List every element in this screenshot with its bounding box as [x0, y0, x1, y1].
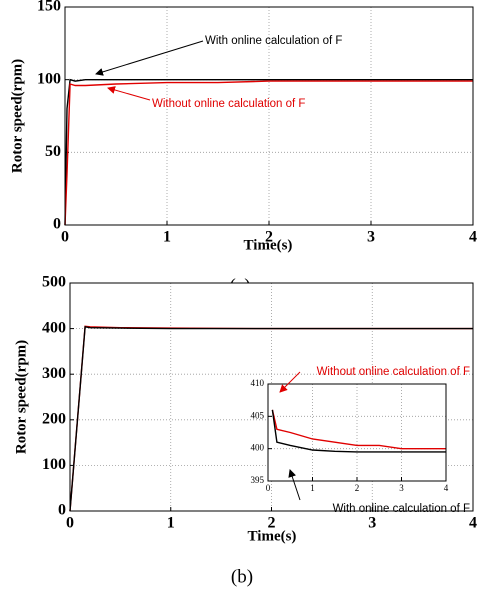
- y-axis-label: Rotor speed(rpm): [9, 59, 25, 173]
- x-tick-label: 0: [266, 483, 271, 493]
- axes-box: [64, 6, 474, 226]
- x-axis-label: Time(s): [248, 528, 297, 544]
- x-tick-label: 1: [310, 483, 315, 493]
- x-tick-label: 2: [265, 229, 273, 246]
- x-tick-label: 0: [66, 515, 74, 532]
- y-tick-label: 400: [251, 443, 265, 453]
- y-tick-label: 0: [58, 502, 66, 519]
- y-tick-label: 50: [45, 143, 61, 160]
- y-tick-label: 0: [53, 216, 61, 233]
- y-tick-label: 400: [42, 319, 66, 336]
- y-tick-label: 100: [42, 456, 66, 473]
- axes-box: [69, 282, 474, 512]
- annotation: Without online calculation of F: [317, 366, 470, 378]
- x-tick-label: 1: [163, 229, 171, 246]
- x-tick-label: 3: [367, 229, 375, 246]
- y-tick-label: 300: [42, 365, 66, 382]
- annotation-arrow: [107, 86, 151, 101]
- series-line: [64, 80, 473, 226]
- series-line: [64, 78, 473, 226]
- annotation-arrow: [95, 40, 204, 76]
- x-tick-label: 4: [444, 483, 449, 493]
- caption: (b): [231, 566, 253, 587]
- y-tick-label: 100: [37, 70, 61, 87]
- annotation: With online calculation of F: [205, 35, 342, 47]
- y-tick-label: 395: [251, 475, 265, 485]
- x-tick-label: 0: [61, 229, 69, 246]
- x-tick-label: 2: [268, 515, 276, 532]
- x-tick-label: 4: [469, 515, 477, 532]
- x-tick-label: 4: [469, 229, 477, 246]
- series-line: [271, 409, 446, 453]
- annotation: Without online calculation of F: [152, 98, 305, 110]
- annotation-arrow: [288, 469, 301, 501]
- y-tick-label: 410: [251, 378, 265, 388]
- series-line: [69, 325, 473, 512]
- y-tick-label: 200: [42, 410, 66, 427]
- annotation: With online calculation of F: [333, 503, 470, 515]
- x-tick-label: 1: [167, 515, 175, 532]
- y-tick-label: 500: [42, 274, 66, 291]
- x-tick-label: 2: [355, 483, 360, 493]
- x-axis-label: Time(s): [244, 237, 293, 253]
- series-line: [271, 409, 446, 450]
- x-tick-label: 3: [399, 483, 404, 493]
- annotation-arrow: [279, 371, 301, 393]
- axes-box: [267, 383, 447, 482]
- y-axis-label: Rotor speed(rpm): [13, 340, 29, 454]
- y-tick-label: 150: [37, 0, 61, 15]
- x-tick-label: 3: [368, 515, 376, 532]
- y-tick-label: 405: [251, 410, 265, 420]
